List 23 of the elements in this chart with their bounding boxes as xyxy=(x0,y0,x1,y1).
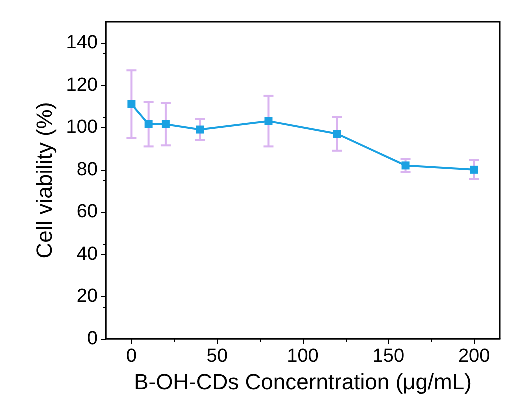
y-tick-label: 0 xyxy=(87,328,98,350)
x-tick-label: 100 xyxy=(287,346,319,367)
x-axis-title: B-OH-CDs Concerntration (μg/mL) xyxy=(134,369,472,394)
y-axis-title: Cell viability (%) xyxy=(32,102,57,259)
y-tick-label: 40 xyxy=(76,244,98,265)
point xyxy=(144,120,153,128)
point xyxy=(333,130,342,138)
y-tick-label: 120 xyxy=(66,74,98,96)
point xyxy=(264,117,273,126)
point xyxy=(196,126,204,134)
point xyxy=(470,166,478,174)
x-tick-label: 0 xyxy=(126,346,137,367)
x-tick-label: 150 xyxy=(372,346,405,367)
point xyxy=(128,100,136,108)
x-tick-label: 50 xyxy=(206,346,228,367)
y-tick-label: 20 xyxy=(76,286,98,308)
point xyxy=(402,162,410,170)
y-tick-label: 140 xyxy=(66,32,98,54)
y-tick-label: 100 xyxy=(66,117,98,138)
y-tick-label: 60 xyxy=(76,202,98,223)
x-tick-label: 200 xyxy=(458,346,490,367)
y-tick-label: 80 xyxy=(76,159,98,180)
point xyxy=(162,120,170,128)
